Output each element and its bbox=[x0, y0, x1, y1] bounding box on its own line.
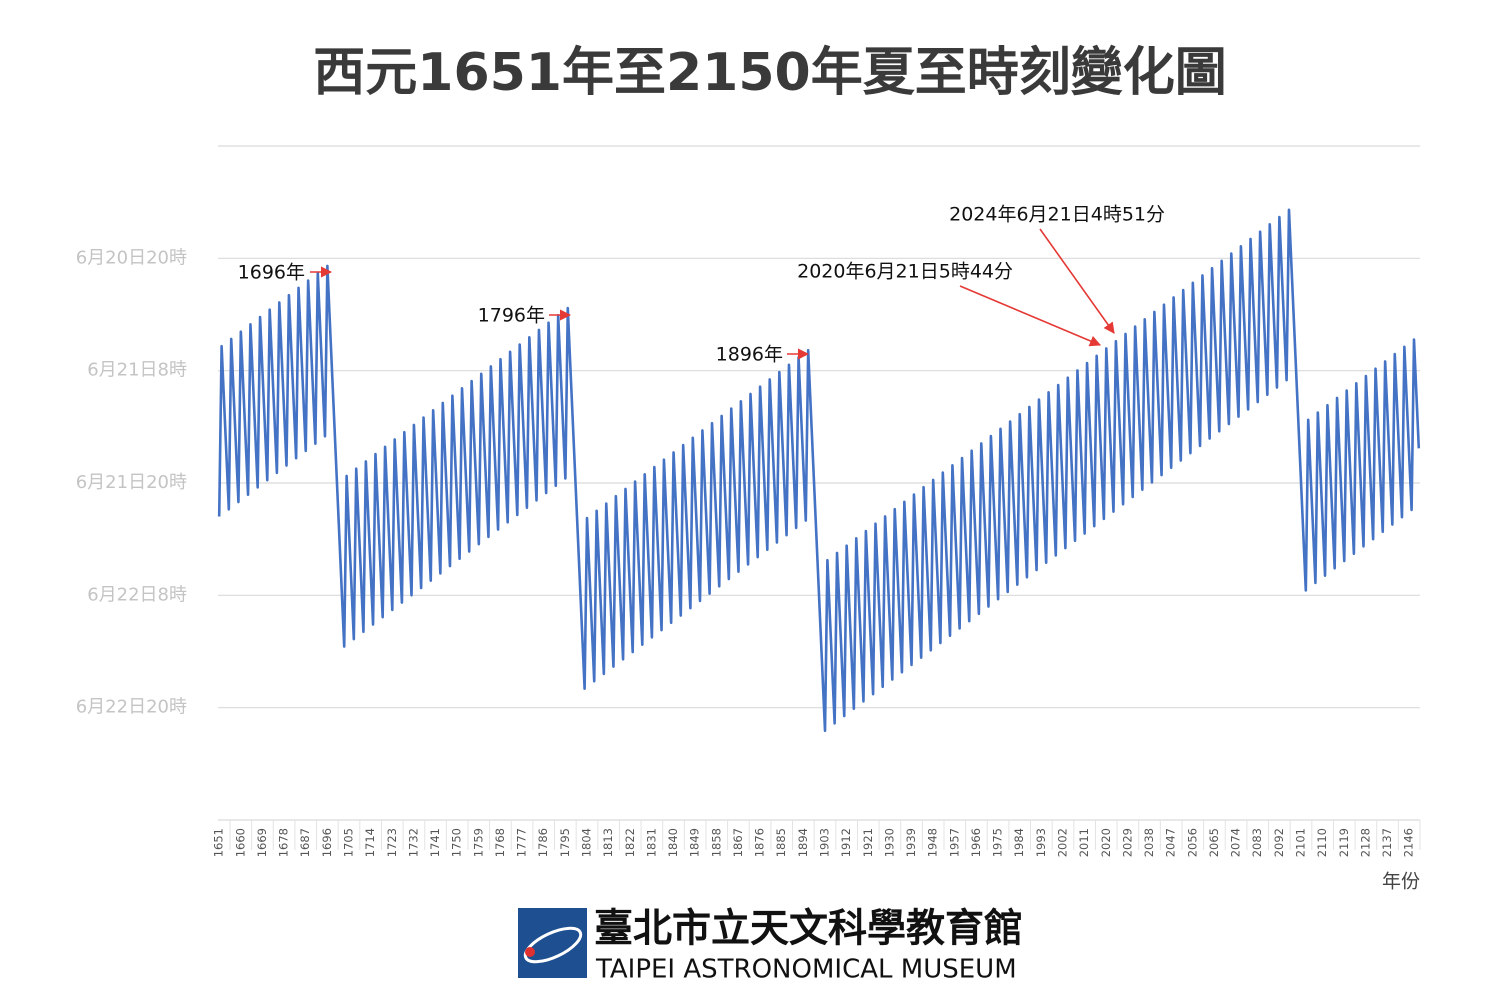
y-tick-label: 6月21日20時 bbox=[76, 472, 187, 493]
x-tick-label: 1696 bbox=[320, 828, 334, 857]
y-tick-label: 6月20日20時 bbox=[76, 247, 187, 268]
x-tick-label: 1660 bbox=[233, 828, 247, 857]
x-tick-label: 1840 bbox=[666, 828, 680, 857]
x-tick-label: 1984 bbox=[1012, 828, 1026, 857]
x-tick-label: 1885 bbox=[774, 828, 788, 857]
annotation: 2020年6月21日5時44分 bbox=[797, 261, 1013, 283]
x-tick-label: 1804 bbox=[580, 828, 594, 857]
x-tick-label: 1876 bbox=[753, 828, 767, 857]
footer-name: 臺北市立天文科學教育館 bbox=[594, 907, 1023, 952]
x-tick-label: 2101 bbox=[1294, 828, 1308, 857]
x-tick-label: 1858 bbox=[709, 828, 723, 857]
x-tick-label: 2092 bbox=[1272, 828, 1286, 857]
x-tick-label: 2137 bbox=[1380, 828, 1394, 857]
x-tick-label: 1678 bbox=[277, 828, 291, 857]
x-tick-label: 1894 bbox=[796, 828, 810, 857]
annotation-arrow bbox=[959, 285, 1102, 347]
x-tick-label: 1705 bbox=[342, 828, 356, 857]
x-tick-label: 2146 bbox=[1402, 828, 1416, 857]
x-tick-label: 1849 bbox=[688, 828, 702, 857]
data-line bbox=[217, 208, 1421, 733]
x-tick-label: 1930 bbox=[882, 828, 896, 857]
x-tick-label: 1957 bbox=[947, 828, 961, 857]
logo-orbit bbox=[523, 926, 583, 964]
x-tick-label: 2029 bbox=[1120, 828, 1134, 857]
x-tick-label: 2056 bbox=[1185, 828, 1199, 857]
x-tick-label: 1867 bbox=[731, 828, 745, 857]
annotation: 2024年6月21日4時51分 bbox=[949, 204, 1165, 226]
x-tick-label: 2038 bbox=[1142, 828, 1156, 857]
x-tick-label: 1948 bbox=[926, 828, 940, 857]
x-tick-label: 1822 bbox=[623, 828, 637, 857]
y-tick-label: 6月22日20時 bbox=[76, 697, 187, 718]
footer-name-en: TAIPEI ASTRONOMICAL MUSEUM bbox=[595, 955, 1017, 985]
y-tick-label: 6月22日8時 bbox=[87, 584, 187, 605]
x-tick-label: 1831 bbox=[644, 828, 658, 857]
x-tick-label: 1741 bbox=[428, 828, 442, 857]
x-tick-label: 1903 bbox=[818, 828, 832, 857]
x-tick-label: 2020 bbox=[1099, 828, 1113, 857]
logo-dot bbox=[525, 947, 535, 957]
x-tick-label: 1993 bbox=[1034, 828, 1048, 857]
x-tick-label: 1966 bbox=[969, 828, 983, 857]
x-tick-label: 1939 bbox=[904, 828, 918, 857]
x-tick-label: 2128 bbox=[1358, 828, 1372, 857]
x-tick-label: 1750 bbox=[450, 828, 464, 857]
y-tick-label: 6月21日8時 bbox=[87, 360, 187, 381]
x-tick-label: 2002 bbox=[1056, 828, 1070, 857]
x-tick-label: 1786 bbox=[536, 828, 550, 857]
x-tick-label: 2110 bbox=[1315, 828, 1329, 857]
x-tick-label: 2065 bbox=[1207, 828, 1221, 857]
x-tick-label: 1813 bbox=[601, 828, 615, 857]
x-tick-label: 2083 bbox=[1250, 828, 1264, 857]
x-tick-label: 2074 bbox=[1229, 828, 1243, 857]
annotation-arrow bbox=[1039, 228, 1115, 334]
x-tick-label: 1759 bbox=[471, 828, 485, 857]
x-tick-label: 2047 bbox=[1164, 828, 1178, 857]
x-tick-label: 1975 bbox=[991, 828, 1005, 857]
x-tick-label: 1795 bbox=[558, 828, 572, 857]
x-tick-label: 1714 bbox=[363, 828, 377, 857]
x-tick-label: 1669 bbox=[255, 828, 269, 857]
annotation: 1696年 bbox=[238, 262, 305, 284]
x-tick-label: 2119 bbox=[1337, 828, 1351, 857]
chart-title: 西元1651年至2150年夏至時刻變化圖 bbox=[313, 43, 1226, 103]
x-axis-label: 年份 bbox=[1382, 871, 1420, 893]
logo: 臺北市立天文科學教育館 TAIPEI ASTRONOMICAL MUSEUM bbox=[518, 907, 1023, 985]
x-tick-label: 1921 bbox=[861, 828, 875, 857]
x-tick-label: 1777 bbox=[515, 828, 529, 857]
x-tick-label: 2011 bbox=[1077, 828, 1091, 857]
annotation: 1796年 bbox=[478, 305, 545, 327]
x-tick-label: 1723 bbox=[385, 828, 399, 857]
x-tick-label: 1768 bbox=[493, 828, 507, 857]
x-tick-label: 1651 bbox=[212, 828, 226, 857]
x-tick-label: 1687 bbox=[298, 828, 312, 857]
annotation: 1896年 bbox=[716, 344, 783, 366]
x-tick-label: 1732 bbox=[406, 828, 420, 857]
x-tick-label: 1912 bbox=[839, 828, 853, 857]
